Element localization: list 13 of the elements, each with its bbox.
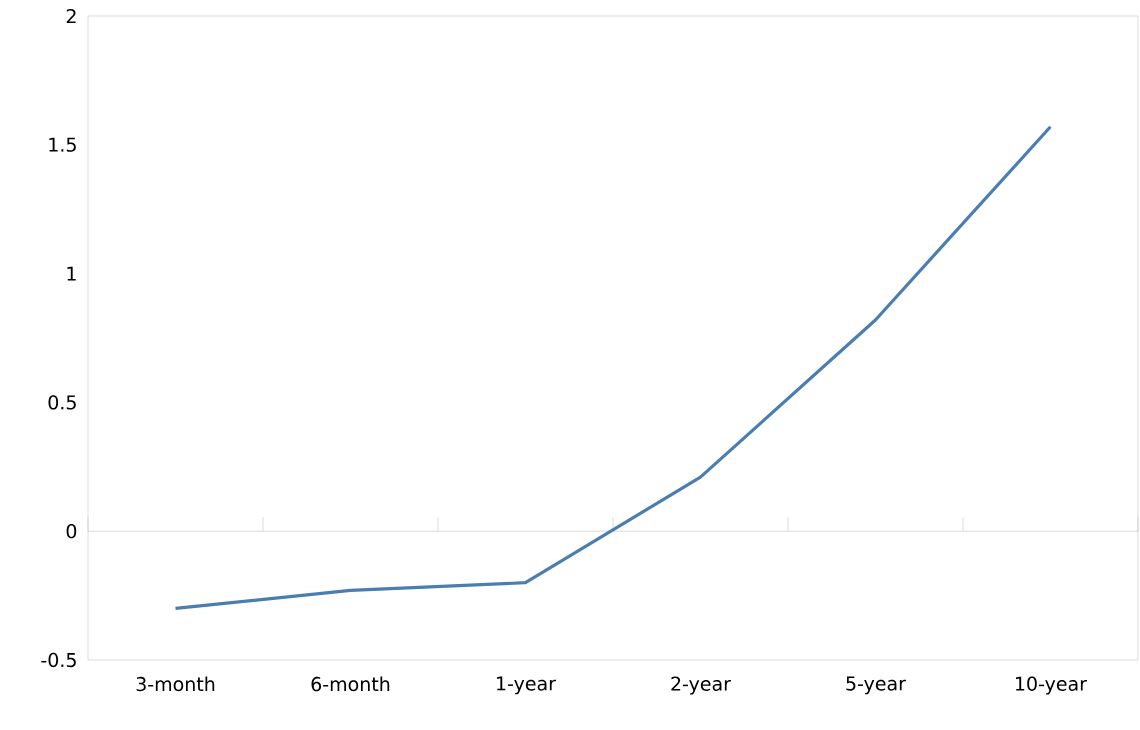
y-tick-label: 0.5 xyxy=(48,395,76,410)
x-tick-label: 1-year xyxy=(497,676,556,695)
x-tick-label: 2-year xyxy=(671,676,731,695)
y-tick-label: 1.5 xyxy=(49,137,76,152)
x-tick-label: 10-year xyxy=(1015,676,1087,695)
y-tick-label: 2 xyxy=(66,8,76,24)
y-tick-label: -0.5 xyxy=(41,652,76,668)
x-tick-label: 3-month xyxy=(136,676,215,692)
line-series xyxy=(173,125,1053,611)
y-tick-label: 1 xyxy=(67,266,76,281)
y-tick-label: 0 xyxy=(66,524,77,539)
x-tick-label: 5-year xyxy=(846,676,906,695)
x-tick-label: 6-month xyxy=(311,676,390,692)
